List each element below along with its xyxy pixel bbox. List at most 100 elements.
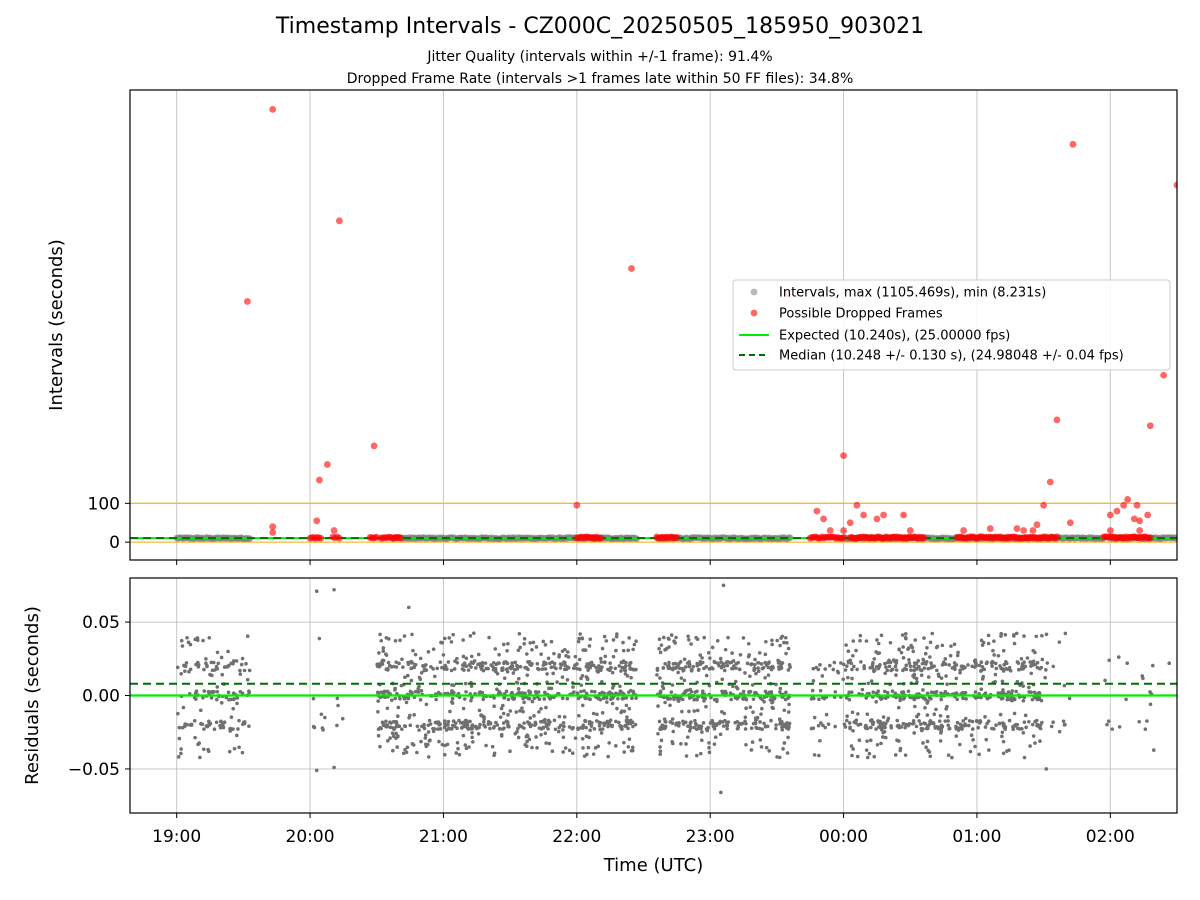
residual-point	[472, 631, 476, 635]
residual-point	[619, 669, 623, 673]
residual-point	[631, 724, 635, 729]
residual-point	[577, 713, 581, 718]
residual-point	[455, 741, 460, 745]
residual-point	[1021, 684, 1025, 688]
residual-point	[406, 696, 411, 701]
residual-point	[616, 696, 620, 701]
residual-point	[398, 638, 402, 643]
residual-point	[850, 690, 854, 694]
residual-point	[436, 727, 440, 731]
residual-point	[627, 706, 632, 711]
residual-point	[875, 742, 880, 747]
dropped-frame-point	[1013, 525, 1021, 532]
residual-point	[565, 678, 570, 682]
legend-label-dropped: Possible Dropped Frames	[779, 307, 943, 322]
residual-point	[913, 704, 917, 709]
residual-point	[210, 689, 214, 694]
residual-point	[963, 665, 967, 670]
residual-point	[409, 659, 413, 664]
residual-point	[618, 689, 623, 693]
residual-point	[687, 659, 691, 664]
residual-point	[782, 708, 787, 713]
residual-point	[868, 725, 873, 730]
residual-point	[745, 661, 750, 666]
residual-point	[629, 675, 633, 680]
residual-point	[565, 665, 570, 669]
residual-point	[577, 657, 582, 662]
residual-point	[960, 690, 965, 695]
residual-point	[492, 724, 496, 729]
residual-point	[546, 727, 550, 731]
residual-point	[400, 657, 404, 662]
residual-point	[219, 719, 223, 724]
residual-point	[658, 690, 663, 694]
residual-point	[505, 720, 510, 724]
residual-point	[657, 637, 662, 642]
residual-point	[423, 733, 428, 737]
residual-point	[710, 718, 714, 723]
residual-point	[615, 706, 619, 711]
residual-point	[486, 720, 491, 724]
residual-point	[811, 679, 816, 683]
residual-point	[404, 700, 409, 705]
residual-point	[851, 728, 855, 733]
residual-point	[229, 661, 233, 666]
residual-point	[450, 701, 455, 705]
residual-point	[912, 672, 917, 677]
residual-point	[785, 751, 790, 755]
interval-plot-frame	[129, 89, 1178, 561]
residual-point	[202, 689, 207, 693]
residual-point	[527, 721, 532, 725]
residual-point	[1044, 632, 1049, 637]
residual-point	[929, 661, 933, 665]
residual-point	[1037, 691, 1042, 696]
residual-point	[204, 724, 209, 728]
residual-point	[763, 660, 768, 665]
legend: Intervals, max (1105.469s), min (8.231s)…	[732, 279, 1171, 371]
residual-point	[993, 672, 998, 677]
residual-point	[847, 721, 852, 725]
residual-point	[624, 696, 629, 700]
residual-point	[916, 659, 921, 663]
residual-point	[454, 721, 458, 725]
residual-point	[634, 667, 638, 672]
x-tick-label: 02:00	[1086, 827, 1135, 847]
residual-point	[672, 639, 676, 643]
residual-point	[1011, 725, 1015, 729]
residual-point	[672, 697, 676, 701]
residual-point	[499, 734, 504, 738]
residual-point	[1023, 713, 1028, 718]
residual-point	[1022, 720, 1027, 724]
residual-point	[188, 723, 193, 727]
residual-point	[506, 641, 510, 646]
residual-point	[816, 667, 821, 672]
residual-point	[730, 651, 734, 655]
residual-point	[978, 718, 982, 723]
residual-point	[573, 736, 578, 740]
legend-label-expected: Expected (10.240s), (25.00000 fps)	[779, 329, 1010, 344]
residual-point	[929, 665, 933, 670]
residual-point	[1049, 724, 1054, 729]
residual-point	[469, 654, 474, 659]
residual-point	[1000, 730, 1005, 735]
residual-point	[979, 687, 984, 691]
residual-point	[226, 649, 230, 654]
dropped-frame-point	[873, 515, 881, 523]
residual-point	[744, 706, 748, 711]
residual-point	[893, 691, 898, 696]
residual-point	[711, 724, 716, 729]
residual-point	[526, 667, 530, 672]
residual-point	[777, 755, 782, 760]
residual-point	[752, 666, 757, 671]
residual-point	[903, 725, 907, 730]
residual-point	[493, 666, 498, 671]
residual-point	[427, 739, 432, 743]
residual-point	[899, 650, 904, 655]
residual-point	[596, 670, 600, 674]
residual-point	[668, 697, 673, 701]
residual-point	[749, 748, 754, 752]
residual-point	[491, 660, 496, 665]
residual-point	[675, 696, 680, 700]
residual-point	[621, 640, 625, 645]
residual-point	[994, 723, 998, 727]
